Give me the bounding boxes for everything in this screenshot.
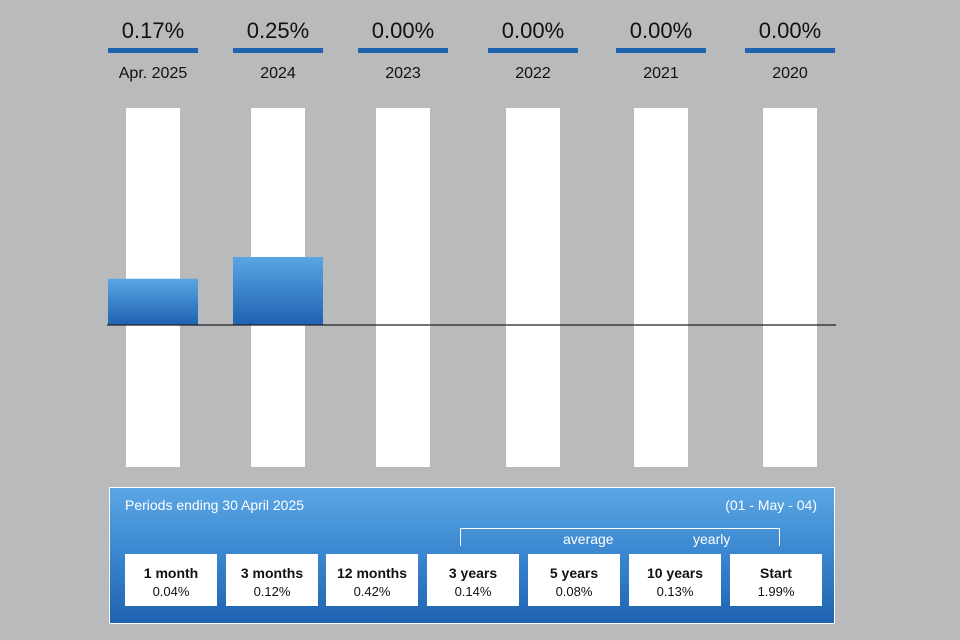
period-value: 0.42% <box>353 584 391 599</box>
period-label: Start <box>760 565 792 581</box>
inception-date: (01 - May - 04) <box>725 497 817 513</box>
period-box-3-years: 3 years 0.14% <box>427 554 519 606</box>
category-label: 2023 <box>385 65 421 82</box>
bar-value-label: 0.00% <box>502 18 564 43</box>
bar-track <box>506 108 560 467</box>
period-label: 10 years <box>646 565 704 581</box>
periods-panel: Periods ending 30 April 2025 (01 - May -… <box>109 487 835 624</box>
bar-value-label: 0.00% <box>630 18 692 43</box>
period-label: 3 months <box>240 565 304 581</box>
header-underline <box>488 48 578 53</box>
bar-value-label: 0.25% <box>247 18 309 43</box>
period-value: 0.13% <box>656 584 694 599</box>
header-underline <box>745 48 835 53</box>
bar-track <box>763 108 817 467</box>
bar <box>233 257 323 325</box>
header-underline <box>616 48 706 53</box>
period-box-1-month: 1 month 0.04% <box>125 554 217 606</box>
bar-track <box>376 108 430 467</box>
category-label: 2021 <box>643 65 679 82</box>
period-label: 1 month <box>143 565 199 581</box>
period-label: 5 years <box>549 565 599 581</box>
period-box-10-years: 10 years 0.13% <box>629 554 721 606</box>
period-box-12-months: 12 months 0.42% <box>326 554 418 606</box>
periods-title: Periods ending 30 April 2025 <box>125 497 305 513</box>
bar-track <box>634 108 688 467</box>
period-box-start: Start 1.99% <box>730 554 822 606</box>
period-value: 0.12% <box>253 584 291 599</box>
period-label: 3 years <box>448 565 498 581</box>
bar-value-label: 0.17% <box>122 18 184 43</box>
period-value: 0.08% <box>555 584 593 599</box>
bar-value-label: 0.00% <box>759 18 821 43</box>
category-label: 2022 <box>515 65 551 82</box>
bar <box>108 278 198 325</box>
period-value: 1.99% <box>757 584 795 599</box>
period-value: 0.04% <box>152 584 190 599</box>
annual-returns-chart: 0.17% Apr. 2025 0.25% 2024 0.00% 2023 0.00% 202… <box>107 18 836 467</box>
category-label: Apr. 2025 <box>119 65 188 82</box>
period-box-3-months: 3 months 0.12% <box>226 554 318 606</box>
header-underline <box>358 48 448 53</box>
header-underline <box>108 48 198 53</box>
category-label: 2024 <box>260 65 296 82</box>
bar-value-label: 0.00% <box>372 18 434 43</box>
yearly-label: yearly <box>693 531 731 547</box>
average-yearly-bracket <box>460 528 780 546</box>
period-box-5-years: 5 years 0.08% <box>528 554 620 606</box>
period-label: 12 months <box>336 565 407 581</box>
average-label: average <box>563 531 614 547</box>
category-label: 2020 <box>772 65 808 82</box>
period-value: 0.14% <box>454 584 492 599</box>
header-underline <box>233 48 323 53</box>
